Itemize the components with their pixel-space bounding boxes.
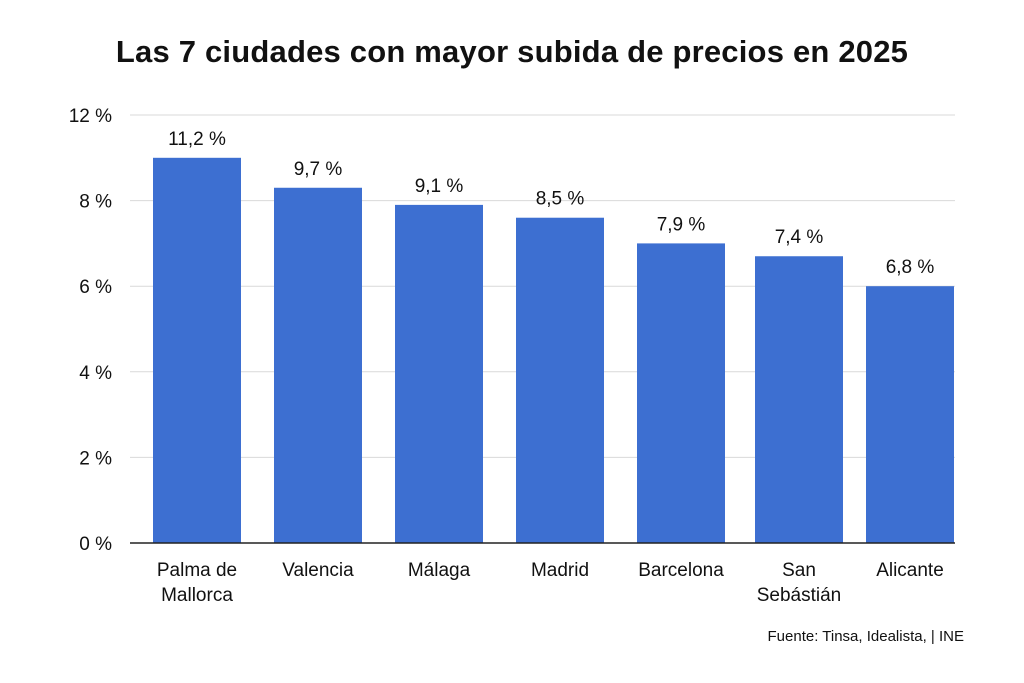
source-note: Fuente: Tinsa, Idealista, | INE <box>767 628 965 645</box>
bar <box>395 204 483 543</box>
bar-value-label: 9,1 % <box>415 176 464 197</box>
value-labels: 11,2 % 9,7 % 9,1 % 8,5 % 7,9 % 7,4 % 6,8 % <box>168 129 934 278</box>
y-tick-label: 12 % <box>69 106 112 127</box>
bar-value-label: 11,2 % <box>168 129 226 150</box>
category-label: Valencia <box>282 560 354 581</box>
bar-value-label: 6,8 % <box>886 257 935 278</box>
y-tick-label: 6 % <box>79 277 112 298</box>
bar <box>153 157 241 544</box>
category-label: Barcelona <box>638 560 724 581</box>
category-label: Málaga <box>408 560 471 581</box>
y-tick-label: 0 % <box>79 534 112 555</box>
y-tick-label: 8 % <box>79 192 112 213</box>
category-label: Sebástián <box>757 585 842 606</box>
bars <box>153 157 954 544</box>
bar <box>755 256 843 543</box>
bar-value-label: 7,4 % <box>775 227 824 248</box>
bar <box>866 286 954 543</box>
y-tick-label: 2 % <box>79 448 112 469</box>
category-labels: Palma de Mallorca Valencia Málaga Madrid Barc… <box>157 560 944 606</box>
bar-value-label: 9,7 % <box>294 159 343 180</box>
chart-title: Las 7 ciudades con mayor subida de preci… <box>115 34 909 69</box>
category-label: Madrid <box>531 560 589 581</box>
category-label: Mallorca <box>161 585 233 606</box>
category-label: Palma de <box>157 560 237 581</box>
bar-value-label: 7,9 % <box>657 214 706 235</box>
y-axis-ticks: 0 % 2 % 4 % 6 % 8 % 12 % <box>69 106 112 555</box>
bar-value-label: 8,5 % <box>536 189 585 210</box>
bar <box>637 243 725 543</box>
category-label: Alicante <box>876 560 944 581</box>
bar <box>274 187 362 543</box>
category-label: San <box>782 560 816 581</box>
y-tick-label: 4 % <box>79 363 112 384</box>
bar <box>516 217 604 543</box>
